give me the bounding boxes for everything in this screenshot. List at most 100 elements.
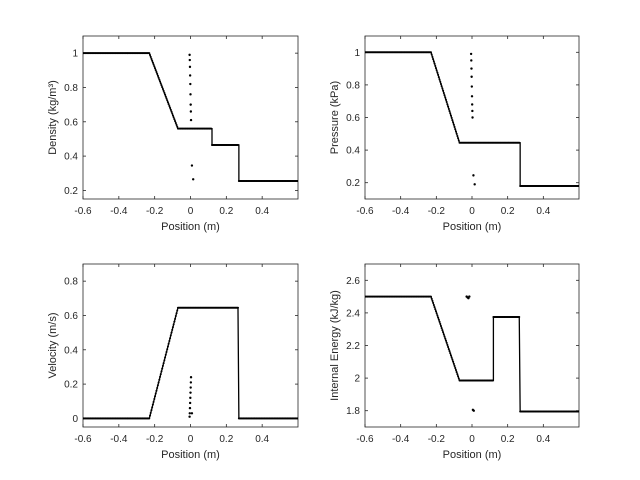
pressure-discontinuity-point xyxy=(473,183,476,186)
velocity-sample-point xyxy=(165,351,168,354)
pressure-sample-point xyxy=(439,82,442,85)
velocity-sample-point xyxy=(153,398,156,401)
velocity-sample-point xyxy=(169,334,172,337)
pressure-ytick-label: 0.8 xyxy=(346,80,360,91)
velocity-ytick-label: 0.2 xyxy=(64,380,78,391)
density-sample-point xyxy=(150,57,153,60)
velocity-ytick-label: 0.4 xyxy=(64,345,78,356)
velocity-sample-point xyxy=(159,373,162,376)
velocity-ytick-label: 0.6 xyxy=(64,311,78,322)
energy-sample-point xyxy=(454,369,457,372)
density-sample-point xyxy=(148,52,151,55)
density-sample-point xyxy=(163,91,166,94)
velocity-sample-point xyxy=(169,337,172,340)
velocity-sample-point xyxy=(173,320,176,323)
energy-xtick-label: -0.2 xyxy=(428,434,446,445)
subplots: -0.6 -0.4 -0.2 0 0.2 0.4 0.2 0.4 0.6 0.8 1 Position… xyxy=(47,35,580,461)
energy-sample-point xyxy=(429,295,432,298)
pressure-ylabel: Pressure (kPa) xyxy=(329,81,341,154)
density-xtick-label: -0.6 xyxy=(74,206,92,217)
pressure-ytick-label: 0.6 xyxy=(346,113,360,124)
density-discontinuity-point xyxy=(189,82,192,86)
velocity-sample-point xyxy=(166,345,169,348)
pressure-sample-point xyxy=(434,67,437,70)
pressure-sample-point xyxy=(449,114,452,117)
density-discontinuity-point xyxy=(188,53,191,57)
density-sample-point xyxy=(156,74,159,77)
pressure-sample-point xyxy=(432,58,435,61)
energy-sample-point xyxy=(491,379,494,382)
density-discontinuity-point xyxy=(189,103,192,106)
energy-sample-point xyxy=(449,352,452,355)
energy-sample-point xyxy=(454,366,457,369)
pressure-xtick-label: -0.2 xyxy=(428,206,446,217)
pressure-sample-point xyxy=(440,85,443,88)
energy-xtick-label: -0.6 xyxy=(356,434,374,445)
velocity-sample-point xyxy=(159,375,162,378)
pressure-sample-point xyxy=(578,184,579,187)
density-sample-point xyxy=(171,112,174,115)
velocity-xtick-label: 0.4 xyxy=(255,434,269,445)
pressure-sample-point xyxy=(431,55,434,58)
density-sample-point xyxy=(174,120,177,123)
energy-xtick-label: 0.4 xyxy=(536,434,550,445)
velocity-sample-point xyxy=(172,323,175,326)
energy-ytick-label: 2.2 xyxy=(346,341,360,352)
density-sample-point xyxy=(174,121,177,124)
velocity-sample-point xyxy=(154,395,157,398)
pressure-sample-point xyxy=(433,62,436,65)
energy-sample-point xyxy=(455,371,458,374)
energy-sample-point xyxy=(438,320,441,323)
velocity-sample-point xyxy=(170,331,173,334)
velocity-xtick-label: 0 xyxy=(188,434,194,445)
velocity-sample-point xyxy=(166,348,169,351)
velocity-ytick-label: 0.8 xyxy=(64,277,78,288)
density-sample-point xyxy=(161,88,164,91)
velocity-xtick-label: 0.2 xyxy=(219,434,233,445)
density-discontinuity-point xyxy=(189,110,193,113)
density-sample-point xyxy=(149,55,152,58)
energy-axes-box xyxy=(364,263,580,428)
density-sample-point xyxy=(154,69,157,72)
density-sample-point xyxy=(156,72,159,75)
pressure-sample-point xyxy=(442,89,445,92)
velocity-sample-point xyxy=(151,403,154,406)
density-sample-point xyxy=(210,127,213,130)
pressure-discontinuity-point xyxy=(470,67,473,70)
pressure-sample-point xyxy=(437,76,440,79)
density-sample-point xyxy=(154,67,157,70)
pressure-sample-point xyxy=(435,69,438,72)
pressure-sample-point xyxy=(432,60,435,63)
energy-subplot: -0.6 -0.4 -0.2 0 0.2 0.4 1.8 2 2.2 2.4 2.6 Position… xyxy=(329,263,580,461)
pressure-sample-point xyxy=(445,101,448,104)
pressure-sample-point xyxy=(436,71,439,74)
energy-sample-point xyxy=(442,333,445,336)
velocity-sample-point xyxy=(174,315,177,318)
density-discontinuity-point xyxy=(189,93,192,96)
energy-sample-point xyxy=(518,315,521,318)
velocity-sample-point xyxy=(236,306,239,309)
energy-sample-point xyxy=(448,350,451,353)
energy-sample-point xyxy=(432,301,435,304)
density-sample-point xyxy=(170,110,173,113)
energy-sample-point xyxy=(453,364,456,367)
energy-sample-point xyxy=(440,327,443,330)
velocity-discontinuity-point xyxy=(190,412,194,415)
energy-sample-point xyxy=(447,348,450,351)
velocity-sample-point xyxy=(175,312,178,315)
pressure-discontinuity-point xyxy=(470,95,474,98)
density-sample-point xyxy=(166,99,169,102)
pressure-ytick-label: 1 xyxy=(354,48,360,59)
pressure-sample-point xyxy=(446,103,449,106)
velocity-sample-point xyxy=(162,362,165,365)
velocity-discontinuity-point xyxy=(188,401,192,405)
velocity-sample-point xyxy=(150,409,153,412)
density-ytick-label: 0.4 xyxy=(64,152,78,163)
velocity-sample-point xyxy=(297,417,298,420)
density-sample-point xyxy=(175,123,178,126)
pressure-sample-point xyxy=(456,134,459,137)
pressure-sample-point xyxy=(439,80,442,83)
pressure-discontinuity-point xyxy=(472,174,475,177)
pressure-sample-point xyxy=(444,98,447,101)
velocity-sample-point xyxy=(171,326,174,329)
